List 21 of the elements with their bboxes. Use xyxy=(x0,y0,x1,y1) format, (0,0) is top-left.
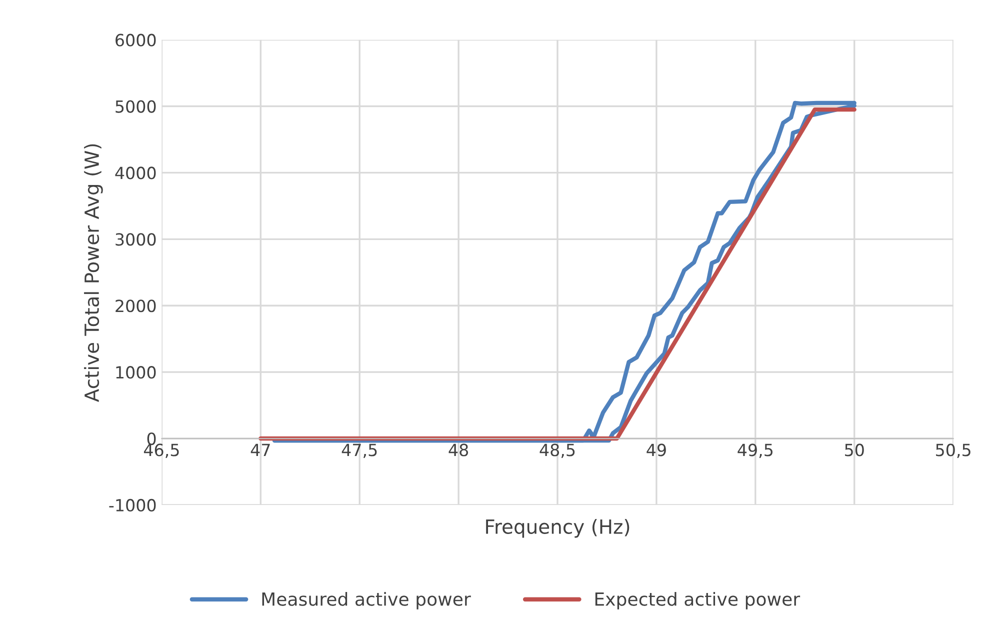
x-tick-label: 48,5 xyxy=(540,444,575,458)
x-tick-label: 47,5 xyxy=(342,444,377,458)
x-tick-label: 46,5 xyxy=(144,444,179,458)
y-tick-label: 5000 xyxy=(116,100,156,113)
y-tick-label: -1000 xyxy=(109,498,156,512)
y-tick-label: 2000 xyxy=(116,300,156,312)
y-tick-label: 3000 xyxy=(116,233,156,246)
y-axis-title: Active Total Power Avg (W) xyxy=(84,144,103,402)
y-tick-label: 4000 xyxy=(115,166,156,180)
legend-label: Expected active power xyxy=(595,592,800,610)
x-tick-label: 47 xyxy=(250,444,270,456)
y-tick-label: 0 xyxy=(147,432,156,446)
y-tick-label: 1000 xyxy=(116,366,156,379)
x-tick-label: 50,5 xyxy=(936,444,970,458)
x-tick-label: 49,5 xyxy=(738,444,773,458)
x-tick-label: 48 xyxy=(448,444,468,456)
y-tick-label: 6000 xyxy=(116,34,156,46)
x-tick-label: 50 xyxy=(845,444,864,456)
legend-label: Measured active power xyxy=(262,592,471,610)
x-tick-label: 49 xyxy=(646,444,666,456)
x-axis-title: Frequency (Hz) xyxy=(486,518,630,538)
